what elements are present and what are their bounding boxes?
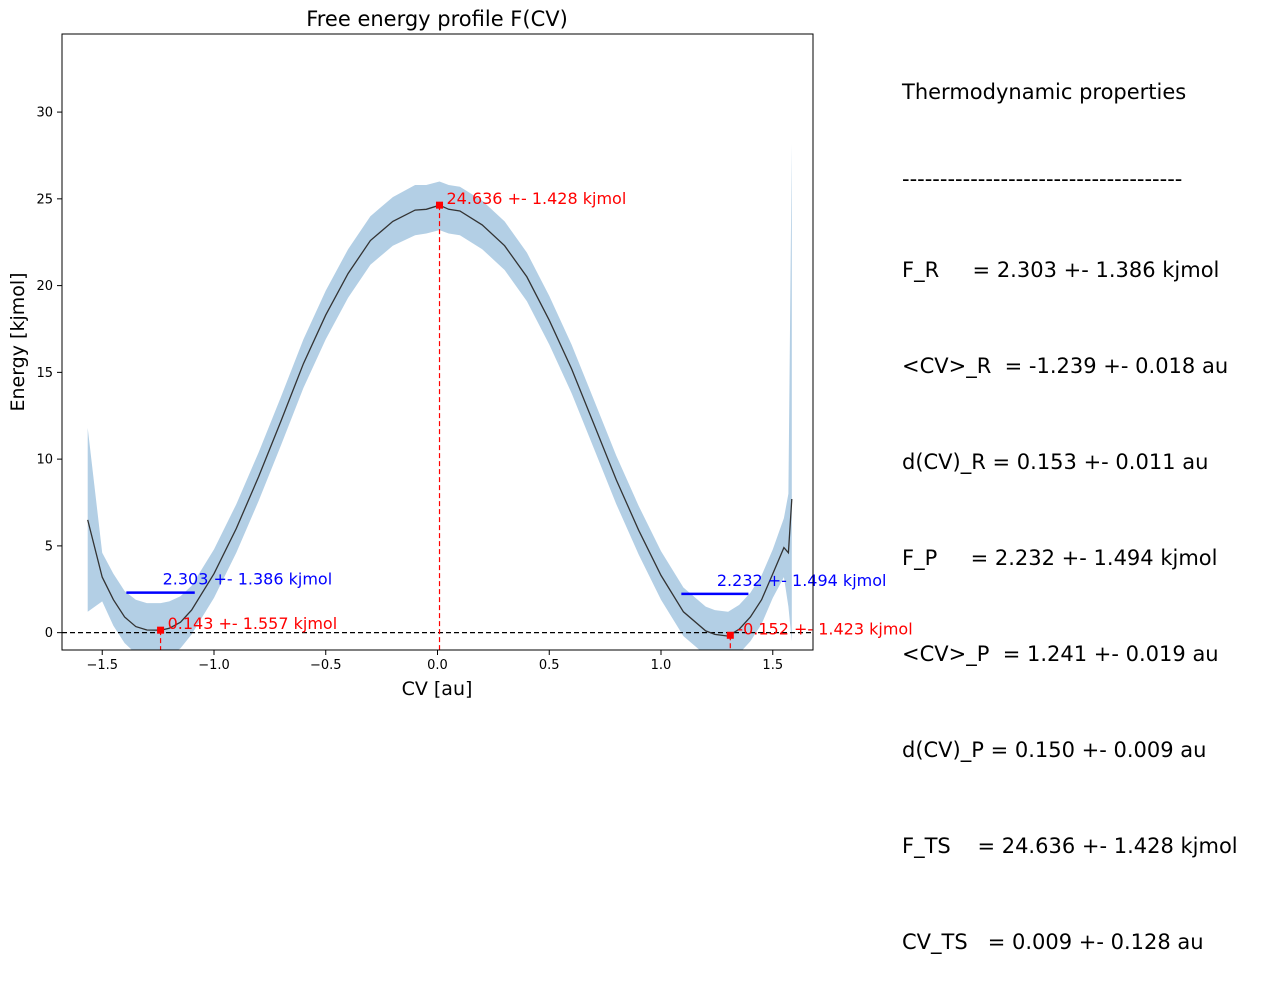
x-tick-label-4: 0.5 [539,658,560,673]
thermodynamic-properties-panel: Thermodynamic properties ---------------… [902,12,1238,990]
y-tick-label-6: 30 [36,106,53,121]
thermo-line-cv-r: <CV>_R = -1.239 +- 0.018 au [902,354,1229,378]
free-energy-line [87,204,793,637]
plot-inner [62,143,813,650]
x-tick-label-5: 1.0 [651,658,672,673]
thermo-rule: ------------------------------------- [902,167,1183,191]
marker-point-1 [436,201,444,209]
marker-point-2 [726,631,734,639]
level-label-0: 2.303 +- 1.386 kjmol [163,570,333,589]
y-tick-label-3: 15 [36,366,53,381]
thermo-line-cv-p: <CV>_P = 1.241 +- 0.019 au [902,642,1219,666]
x-tick-label-3: 0.0 [427,658,448,673]
y-tick-label-0: 0 [45,626,53,641]
y-tick-label-4: 20 [36,279,53,294]
marker-label-0: 0.143 +- 1.557 kjmol [168,614,338,633]
marker-label-1: 24.636 +- 1.428 kjmol [447,189,627,208]
y-tick-label-2: 10 [36,453,53,468]
thermo-title: Thermodynamic properties [902,80,1187,104]
y-tick-label-1: 5 [45,539,53,554]
thermo-line-dcv-p: d(CV)_P = 0.150 +- 0.009 au [902,738,1207,762]
marker-point-0 [157,626,165,634]
x-tick-label-2: −0.5 [310,658,342,673]
plot-frame [61,33,814,651]
plot-area: 0.143 +- 1.557 kjmol 24.636 +- 1.428 kjmo… [61,33,913,651]
marker-label-2: -0.152 +- 1.423 kjmol [737,619,912,638]
x-tick-label-1: −1.0 [198,658,230,673]
thermo-line-dcv-r: d(CV)_R = 0.153 +- 0.011 au [902,450,1209,474]
y-tick-label-5: 25 [36,192,53,207]
chart-title: Free energy profile F(CV) [306,7,568,31]
free-energy-chart: Free energy profile F(CV) 0.143 +- 1.557… [7,7,913,700]
thermo-line-f-ts: F_TS = 24.636 +- 1.428 kjmol [902,834,1238,858]
x-axis: −1.5 −1.0 −0.5 0.0 0.5 1.0 1.5 [86,650,783,673]
x-axis-title: CV [au] [402,678,473,700]
y-axis: 0 5 10 15 20 25 30 [36,106,62,641]
thermo-line-f-r: F_R = 2.303 +- 1.386 kjmol [902,258,1220,282]
x-tick-label-6: 1.5 [762,658,783,673]
thermo-line-f-p: F_P = 2.232 +- 1.494 kjmol [902,546,1218,570]
thermo-line-cv-ts: CV_TS = 0.009 +- 0.128 au [902,930,1204,954]
x-tick-label-0: −1.5 [86,658,118,673]
level-label-1: 2.232 +- 1.494 kjmol [717,571,887,590]
y-axis-title: Energy [kjmol] [7,272,29,411]
